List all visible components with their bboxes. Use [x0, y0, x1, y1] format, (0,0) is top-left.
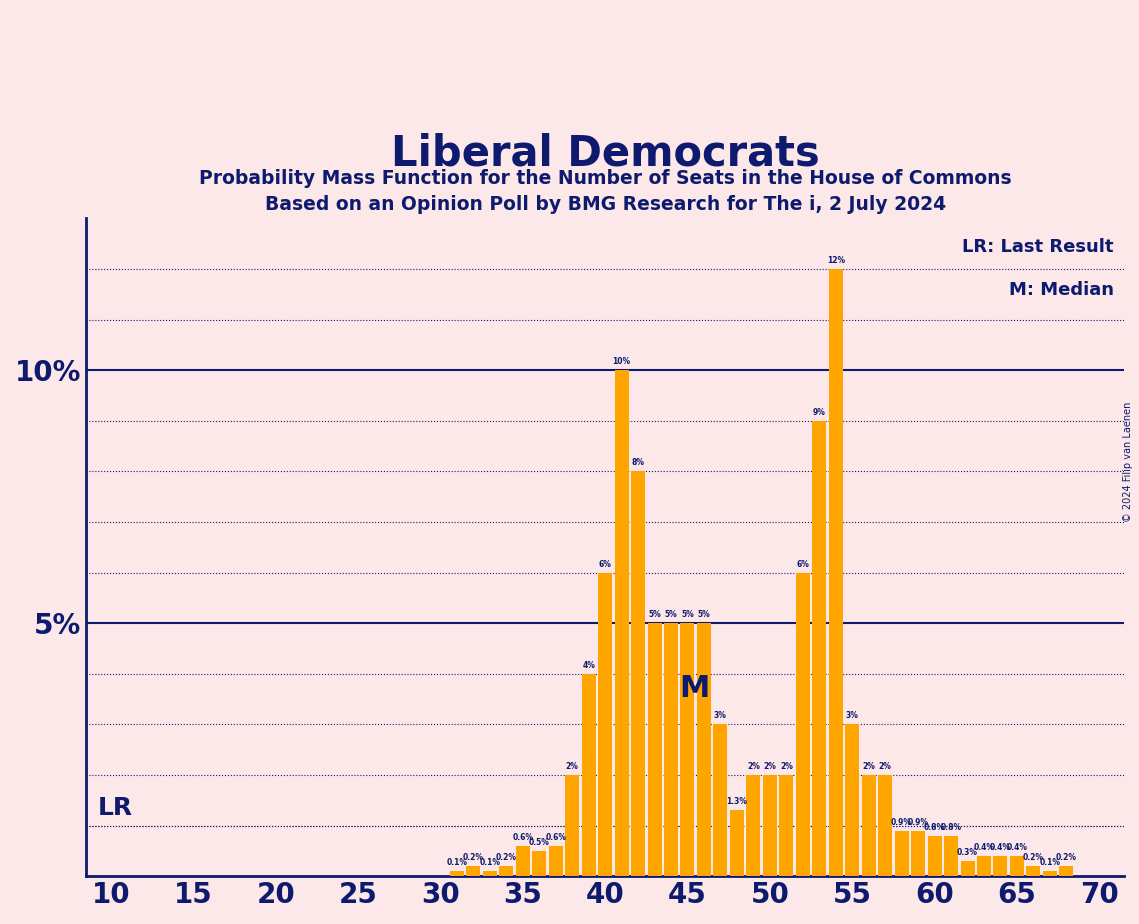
Text: 2%: 2%: [862, 762, 875, 771]
Text: LR: Last Result: LR: Last Result: [962, 238, 1114, 256]
Text: 0.1%: 0.1%: [480, 858, 500, 867]
Text: 0.2%: 0.2%: [495, 853, 517, 862]
Text: 5%: 5%: [681, 610, 694, 619]
Bar: [730, 810, 744, 876]
Bar: [763, 775, 777, 876]
Bar: [993, 856, 1008, 876]
Text: 5%: 5%: [648, 610, 661, 619]
Text: 10%: 10%: [613, 357, 631, 366]
Bar: [894, 831, 909, 876]
Bar: [516, 845, 530, 876]
Bar: [746, 775, 761, 876]
Text: 0.2%: 0.2%: [1023, 853, 1044, 862]
Text: 5%: 5%: [665, 610, 678, 619]
Bar: [450, 871, 464, 876]
Bar: [829, 269, 843, 876]
Bar: [713, 724, 728, 876]
Text: Based on an Opinion Poll by BMG Research for The i, 2 July 2024: Based on an Opinion Poll by BMG Research…: [264, 195, 945, 214]
Text: 1.3%: 1.3%: [727, 797, 747, 807]
Bar: [680, 623, 695, 876]
Bar: [565, 775, 579, 876]
Text: 2%: 2%: [878, 762, 892, 771]
Text: M: Median: M: Median: [1009, 281, 1114, 298]
Bar: [664, 623, 678, 876]
Bar: [1026, 866, 1040, 876]
Bar: [549, 845, 563, 876]
Bar: [615, 371, 629, 876]
Text: 4%: 4%: [582, 661, 595, 670]
Text: 0.5%: 0.5%: [528, 838, 550, 846]
Text: 0.2%: 0.2%: [1056, 853, 1076, 862]
Text: 5%: 5%: [697, 610, 711, 619]
Text: 0.1%: 0.1%: [1040, 858, 1060, 867]
Bar: [483, 871, 497, 876]
Bar: [878, 775, 892, 876]
Bar: [499, 866, 514, 876]
Text: M: M: [679, 674, 710, 703]
Text: 2%: 2%: [747, 762, 760, 771]
Text: Probability Mass Function for the Number of Seats in the House of Commons: Probability Mass Function for the Number…: [199, 169, 1011, 188]
Text: 0.4%: 0.4%: [990, 843, 1011, 852]
Bar: [648, 623, 662, 876]
Text: 0.6%: 0.6%: [513, 833, 533, 842]
Text: 0.8%: 0.8%: [924, 822, 945, 832]
Text: 0.8%: 0.8%: [941, 822, 961, 832]
Text: Liberal Democrats: Liberal Democrats: [391, 133, 819, 175]
Text: 0.6%: 0.6%: [546, 833, 566, 842]
Text: 0.2%: 0.2%: [462, 853, 484, 862]
Bar: [911, 831, 925, 876]
Text: 0.9%: 0.9%: [891, 818, 912, 827]
Text: 9%: 9%: [813, 407, 826, 417]
Bar: [1010, 856, 1024, 876]
Text: © 2024 Filip van Laenen: © 2024 Filip van Laenen: [1123, 402, 1133, 522]
Text: 6%: 6%: [599, 560, 612, 568]
Text: 8%: 8%: [631, 458, 645, 468]
Text: 2%: 2%: [566, 762, 579, 771]
Bar: [582, 674, 596, 876]
Bar: [532, 851, 547, 876]
Bar: [862, 775, 876, 876]
Bar: [779, 775, 794, 876]
Bar: [796, 573, 810, 876]
Bar: [944, 835, 958, 876]
Bar: [1059, 866, 1073, 876]
Text: 6%: 6%: [796, 560, 809, 568]
Text: 0.3%: 0.3%: [957, 848, 978, 857]
Bar: [466, 866, 481, 876]
Bar: [812, 420, 826, 876]
Text: 3%: 3%: [846, 711, 859, 721]
Bar: [631, 471, 645, 876]
Text: 0.1%: 0.1%: [446, 858, 467, 867]
Bar: [1043, 871, 1057, 876]
Text: 3%: 3%: [714, 711, 727, 721]
Bar: [977, 856, 991, 876]
Bar: [598, 573, 612, 876]
Text: 2%: 2%: [780, 762, 793, 771]
Text: LR: LR: [98, 796, 133, 821]
Text: 12%: 12%: [827, 256, 845, 265]
Bar: [697, 623, 711, 876]
Text: 0.9%: 0.9%: [908, 818, 928, 827]
Text: 2%: 2%: [763, 762, 777, 771]
Bar: [927, 835, 942, 876]
Text: 0.4%: 0.4%: [974, 843, 994, 852]
Bar: [845, 724, 859, 876]
Bar: [960, 861, 975, 876]
Text: 0.4%: 0.4%: [1007, 843, 1027, 852]
